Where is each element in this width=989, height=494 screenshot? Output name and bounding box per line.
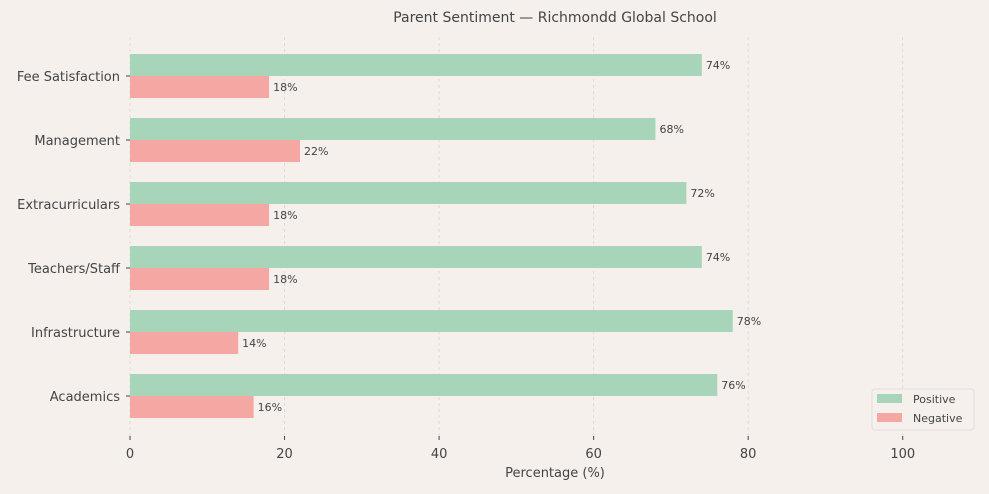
data-label: 18% xyxy=(273,273,297,286)
data-label: 78% xyxy=(737,315,761,328)
bar-negative xyxy=(130,268,270,290)
x-tick-label: 60 xyxy=(585,447,602,462)
bar-positive xyxy=(130,182,687,204)
data-label: 22% xyxy=(304,145,328,158)
data-label: 16% xyxy=(258,401,282,414)
y-tick-label: Management xyxy=(34,134,120,149)
data-label: 76% xyxy=(721,379,745,392)
y-tick-label: Teachers/Staff xyxy=(27,262,121,277)
legend: Positive Negative xyxy=(871,388,975,431)
data-label: 18% xyxy=(273,209,297,222)
x-tick-label: 100 xyxy=(890,447,915,462)
bar-positive xyxy=(130,54,702,76)
bar-positive xyxy=(130,374,718,396)
legend-label: Positive xyxy=(913,393,956,406)
bar-negative xyxy=(130,76,270,98)
y-tick-label: Fee Satisfaction xyxy=(17,70,120,85)
data-label: 18% xyxy=(273,81,297,94)
y-tick-label: Infrastructure xyxy=(31,326,120,341)
y-tick-label: Academics xyxy=(50,390,120,405)
bar-negative xyxy=(130,396,254,418)
data-label: 14% xyxy=(242,337,266,350)
legend-swatch-negative xyxy=(877,413,902,422)
chart-title: Parent Sentiment — Richmondd Global Scho… xyxy=(393,10,717,26)
x-axis-label: Percentage (%) xyxy=(505,466,605,481)
data-label: 72% xyxy=(690,187,714,200)
x-tick-label: 0 xyxy=(126,447,134,462)
bar-positive xyxy=(130,310,733,332)
legend-swatch-positive xyxy=(877,394,902,403)
data-label: 74% xyxy=(706,251,730,264)
x-tick-label: 40 xyxy=(431,447,448,462)
data-label: 74% xyxy=(706,59,730,72)
bar-negative xyxy=(130,204,270,226)
bar-negative xyxy=(130,332,239,354)
bar-positive xyxy=(130,118,656,140)
x-tick-label: 80 xyxy=(740,447,757,462)
bar-positive xyxy=(130,246,702,268)
bar-negative xyxy=(130,140,300,162)
y-tick-label: Extracurriculars xyxy=(17,198,120,213)
x-tick-label: 20 xyxy=(276,447,293,462)
data-label: 68% xyxy=(659,123,683,136)
legend-label: Negative xyxy=(913,412,963,425)
